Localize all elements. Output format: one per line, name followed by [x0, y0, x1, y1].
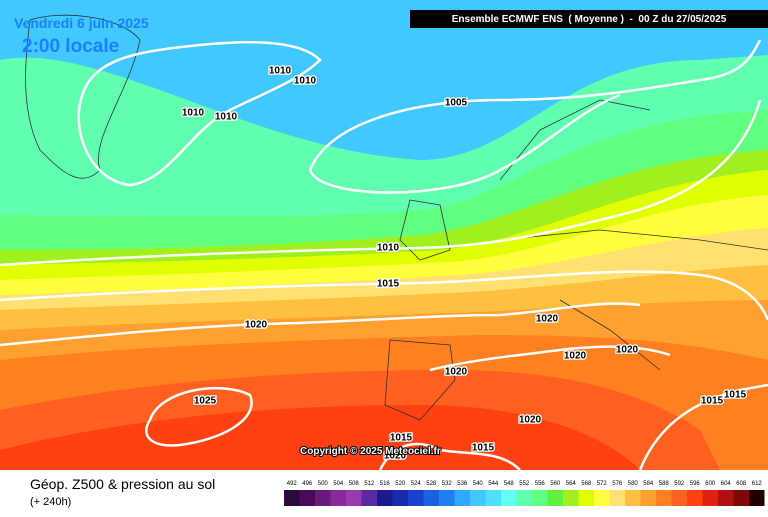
footer-title: Géop. Z500 & pression au sol: [30, 476, 215, 492]
legend-value: 512: [364, 481, 375, 487]
legend-value: 496: [302, 481, 313, 487]
legend-swatch: [516, 490, 532, 506]
isobar-label: 1005: [445, 98, 468, 109]
legend-value: 508: [349, 481, 360, 487]
isobar-label: 1010: [269, 66, 292, 77]
legend-value: 604: [721, 481, 732, 487]
isobar-label: 1020: [536, 314, 559, 325]
legend-value: 592: [674, 481, 685, 487]
legend-swatch: [733, 490, 749, 506]
legend-swatch: [671, 490, 687, 506]
legend-value: 576: [612, 481, 623, 487]
legend-swatch: [563, 490, 579, 506]
legend-value: 540: [473, 481, 484, 487]
legend-swatch: [532, 490, 548, 506]
legend-value: 524: [411, 481, 422, 487]
legend-swatch: [718, 490, 734, 506]
isobar-label: 1020: [519, 415, 542, 426]
legend-swatch: [578, 490, 594, 506]
legend-swatch: [423, 490, 439, 506]
isobar-label: 1015: [377, 279, 400, 290]
legend-swatch: [284, 490, 300, 506]
legend-swatch: [315, 490, 331, 506]
legend-value: 520: [395, 481, 406, 487]
legend-value: 596: [690, 481, 701, 487]
legend-value: 600: [705, 481, 716, 487]
legend-swatch: [330, 490, 346, 506]
isobar-label: 1010: [182, 108, 205, 119]
legend-value: 568: [581, 481, 592, 487]
legend-value: 584: [643, 481, 654, 487]
legend-value: 560: [550, 481, 561, 487]
isobar-lines: [0, 39, 768, 471]
legend-value: 556: [535, 481, 546, 487]
isobar-label: 1025: [194, 396, 217, 407]
legend-swatch: [749, 490, 765, 506]
isobar-label: 1010: [377, 243, 400, 254]
legend-swatch: [377, 490, 393, 506]
legend-value: 536: [457, 481, 468, 487]
isobar-label: 1015: [390, 433, 413, 444]
legend-swatch: [361, 490, 377, 506]
legend-swatch: [299, 490, 315, 506]
legend-swatch: [470, 490, 486, 506]
isobar-label: 1015: [472, 443, 495, 454]
isobar-label: 1020: [245, 320, 268, 331]
legend-value: 564: [566, 481, 577, 487]
run-info: Ensemble ECMWF ENS ( Moyenne ) - 00 Z du…: [452, 14, 727, 25]
legend-value: 580: [628, 481, 639, 487]
legend-value: 544: [488, 481, 499, 487]
legend-swatch: [454, 490, 470, 506]
legend-value: 548: [504, 481, 515, 487]
map-background: [0, 0, 768, 470]
isobar-label: 1020: [384, 451, 407, 462]
legend-value: 528: [426, 481, 437, 487]
legend-swatch: [702, 490, 718, 506]
legend-swatch: [547, 490, 563, 506]
legend-swatch: [594, 490, 610, 506]
legend-swatch: [439, 490, 455, 506]
isobar-label: 1020: [616, 345, 639, 356]
isobar-label: 1015: [701, 396, 724, 407]
legend-value: 588: [659, 481, 670, 487]
legend-value: 552: [519, 481, 530, 487]
legend-value: 532: [442, 481, 453, 487]
legend-swatch: [609, 490, 625, 506]
legend-swatch: [640, 490, 656, 506]
legend-swatch: [392, 490, 408, 506]
isobar-label: 1020: [445, 367, 468, 378]
forecast-date: Vendredi 6 juin 2025: [14, 15, 149, 31]
legend-swatch: [485, 490, 501, 506]
legend-swatch: [408, 490, 424, 506]
forecast-time: 2:00 locale: [22, 36, 119, 57]
legend-value: 504: [333, 481, 344, 487]
run-banner: [410, 10, 768, 28]
legend-swatch: [687, 490, 703, 506]
isobar-label: 1020: [564, 351, 587, 362]
legend-value: 516: [380, 481, 391, 487]
legend-value: 500: [318, 481, 329, 487]
legend-value: 572: [597, 481, 608, 487]
color-legend: 492 496 500 504 508 512 516 520 524 528 532 536 540 5…: [284, 481, 765, 506]
legend-swatch: [656, 490, 672, 506]
isobar-label: 1010: [294, 76, 317, 87]
legend-value: 492: [287, 481, 298, 487]
legend-swatch: [346, 490, 362, 506]
legend-value: 612: [752, 481, 763, 487]
footer-lead: (+ 240h): [30, 496, 71, 508]
isobar-label: 1015: [724, 390, 747, 401]
copyright: Copyright © 2025 Meteociel.fr: [300, 446, 441, 457]
legend-swatch: [501, 490, 517, 506]
isobar-label: 1010: [215, 112, 238, 123]
legend-swatch: [625, 490, 641, 506]
legend-value: 608: [736, 481, 747, 487]
